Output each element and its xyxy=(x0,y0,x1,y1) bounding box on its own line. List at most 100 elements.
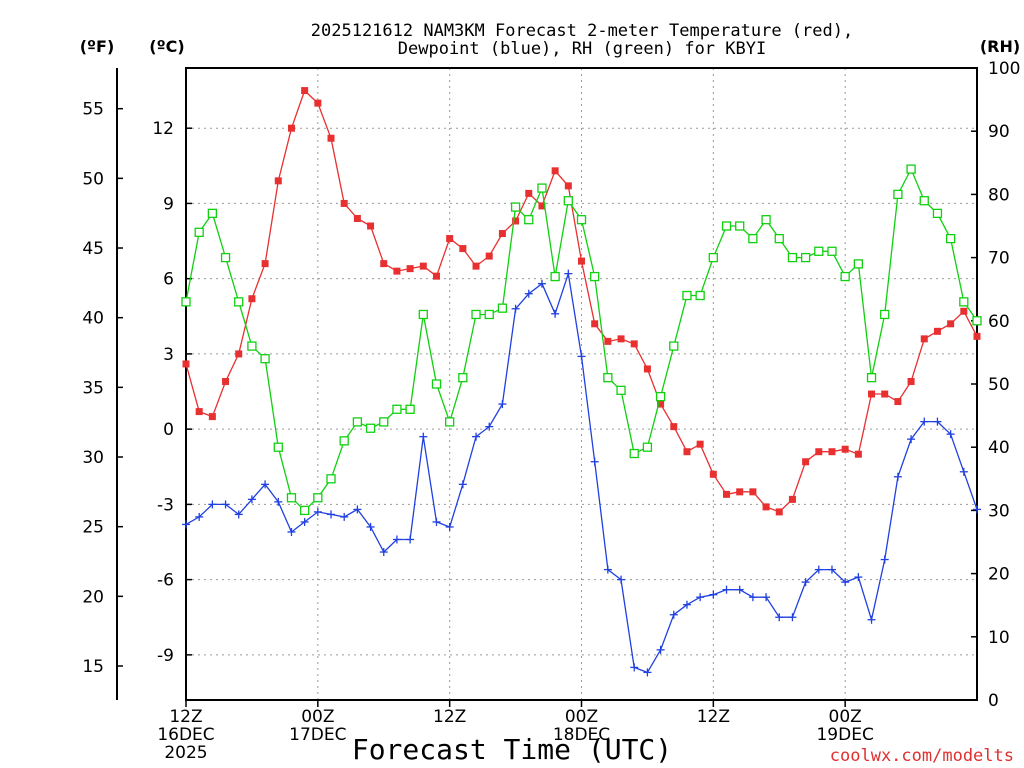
rh-point xyxy=(181,297,191,307)
rh-point xyxy=(735,221,745,231)
dewpoint-point xyxy=(762,593,771,602)
rh-point xyxy=(260,354,270,364)
rh-point xyxy=(220,252,231,263)
temperature-point xyxy=(195,408,203,416)
rh-tick-label: 20 xyxy=(988,565,1010,585)
temperature-point xyxy=(723,490,731,498)
rh-point xyxy=(787,252,798,263)
rh-point xyxy=(379,417,389,427)
temperature-point xyxy=(854,450,862,458)
dewpoint-point xyxy=(880,555,889,564)
dewpoint-point xyxy=(669,610,678,619)
celsius-tick-label: -6 xyxy=(157,571,174,591)
temperature-point xyxy=(340,199,348,207)
temperature-point xyxy=(367,222,375,230)
temperature-point xyxy=(538,202,546,210)
fahrenheit-tick-label: 35 xyxy=(82,378,104,398)
dewpoint-point xyxy=(485,422,494,431)
x-axis-label: Forecast Time (UTC) xyxy=(352,733,672,766)
fahrenheit-tick-label: 50 xyxy=(82,169,104,189)
temperature-point xyxy=(182,360,190,368)
x-tick-label: 12Z xyxy=(697,707,730,727)
dewpoint-point xyxy=(340,512,349,521)
temperature-point xyxy=(222,377,230,385)
fahrenheit-tick-label: 25 xyxy=(82,518,104,538)
rh-point xyxy=(313,493,323,503)
rh-point xyxy=(590,271,600,282)
x-tick-label: 19DEC xyxy=(816,725,873,745)
rh-point xyxy=(365,423,376,433)
dewpoint-point xyxy=(933,417,942,426)
dewpoint-point xyxy=(630,663,639,672)
rh-point xyxy=(339,436,349,446)
grid-lines xyxy=(186,68,977,700)
dewpoint-point xyxy=(577,352,586,361)
dewpoint-point xyxy=(775,613,784,622)
rh-point xyxy=(629,448,639,459)
rh-point xyxy=(827,246,837,256)
temperature-point xyxy=(525,189,533,197)
dewpoint-point xyxy=(801,578,810,587)
dewpoint-point xyxy=(682,600,691,609)
x-tick-label: 00Z xyxy=(301,707,334,727)
temperature-point xyxy=(881,390,889,398)
rh-point xyxy=(603,373,613,383)
temperature-point xyxy=(432,272,440,280)
temperature-point xyxy=(287,124,295,132)
rh-series xyxy=(181,164,982,516)
rh-point xyxy=(695,290,705,301)
temperature-point xyxy=(841,445,849,453)
rh-point xyxy=(814,246,824,256)
dewpoint-point xyxy=(445,522,454,531)
rh-point xyxy=(893,189,903,200)
temperature-point xyxy=(551,167,559,175)
rh-point xyxy=(655,391,666,402)
dewpoint-point xyxy=(946,430,955,439)
temperature-point xyxy=(802,458,810,466)
rh-point xyxy=(194,227,204,237)
rh-point xyxy=(207,208,218,219)
dewpoint-point xyxy=(498,400,507,409)
dewpoint-point xyxy=(353,505,362,514)
fahrenheit-tick-label: 15 xyxy=(82,657,104,677)
rh-point xyxy=(642,442,653,452)
temperature-point xyxy=(472,262,480,270)
rh-point xyxy=(497,303,508,313)
temperature-point xyxy=(933,327,941,335)
temperature-point xyxy=(208,413,216,421)
temperature-point xyxy=(617,335,625,343)
celsius-tick-label: 12 xyxy=(152,119,174,139)
rh-point xyxy=(945,233,956,244)
rh-point xyxy=(669,341,679,351)
temperature-point xyxy=(301,87,309,95)
temperature-point xyxy=(920,335,928,343)
fahrenheit-tick-label: 20 xyxy=(82,587,104,607)
rh-tick-label: 80 xyxy=(988,185,1010,205)
temperature-point xyxy=(894,398,902,406)
dewpoint-point xyxy=(458,480,467,489)
rh-tick-label: 50 xyxy=(988,375,1010,395)
temperature-point xyxy=(446,235,454,243)
dewpoint-point xyxy=(590,457,599,466)
rh-point xyxy=(563,196,573,206)
fahrenheit-unit-label: (ºF) xyxy=(80,37,115,56)
dewpoint-point xyxy=(643,668,652,677)
dewpoint-point xyxy=(379,548,388,557)
rh-point xyxy=(972,316,982,326)
temperature-point xyxy=(314,99,322,107)
dewpoint-series xyxy=(182,269,981,677)
temperature-point xyxy=(591,320,599,328)
rh-point xyxy=(458,373,468,383)
rh-point xyxy=(721,221,732,231)
chart-title-line-1: 2025121612 NAM3KM Forecast 2-meter Tempe… xyxy=(311,21,853,41)
rh-point xyxy=(484,309,494,320)
dewpoint-point xyxy=(261,480,270,489)
temperature-point xyxy=(657,400,665,408)
temperature-point xyxy=(353,214,361,222)
rh-point xyxy=(352,417,363,427)
temperature-point xyxy=(459,245,467,253)
rh-point xyxy=(919,196,929,206)
rh-point xyxy=(286,493,297,503)
rh-point xyxy=(405,404,415,414)
temperature-point xyxy=(775,508,783,516)
